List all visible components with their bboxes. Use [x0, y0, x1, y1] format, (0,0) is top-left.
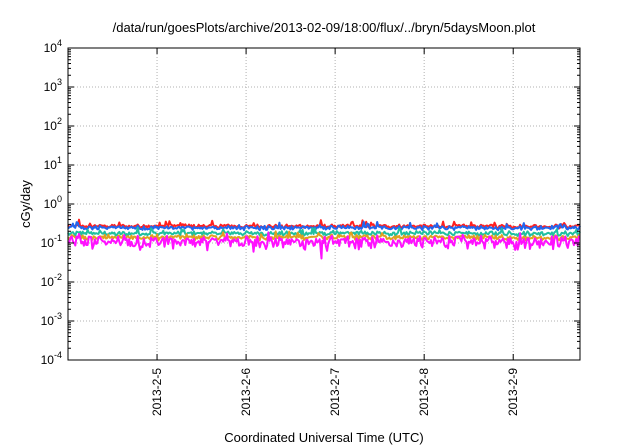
y-tick-label: 101: [44, 155, 62, 172]
grid: [68, 48, 580, 360]
y-tick-label: 10-4: [41, 350, 62, 367]
series-line: [67, 226, 581, 238]
y-tick-label: 104: [44, 38, 62, 55]
x-axis: 2013-2-5 2013-2-6 2013-2-7 2013-2-8 2013-2-9: [150, 48, 520, 416]
x-tick-label: 2013-2-7: [328, 368, 342, 416]
x-axis-label: Coordinated Universal Time (UTC): [224, 430, 423, 445]
y-axis: 10-4 10-3 10-2 10-1 100 101 102 103 104: [41, 38, 580, 367]
y-tick-label: 10-2: [41, 272, 62, 289]
y-tick-label: 10-1: [41, 233, 62, 250]
series-layer: [67, 218, 581, 260]
y-tick-label: 100: [44, 194, 62, 211]
x-tick-label: 2013-2-5: [150, 368, 164, 416]
series-line: [67, 231, 581, 260]
x-tick-label: 2013-2-9: [506, 368, 520, 416]
y-tick-label: 10-3: [41, 311, 62, 328]
chart-title: /data/run/goesPlots/archive/2013-02-09/1…: [113, 20, 536, 35]
x-tick-label: 2013-2-6: [239, 368, 253, 416]
y-axis-label: cGy/day: [18, 180, 33, 228]
y-tick-label: 102: [44, 116, 62, 133]
x-tick-label: 2013-2-8: [417, 368, 431, 416]
y-tick-label: 103: [44, 77, 62, 94]
series-line: [67, 220, 581, 232]
series-line: [67, 218, 581, 230]
